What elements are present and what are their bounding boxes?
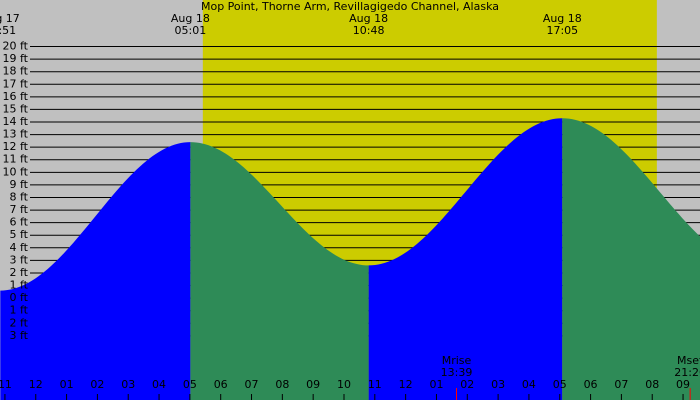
y-tick-label: 1 ft — [10, 304, 29, 317]
x-tick-label: 04 — [522, 378, 536, 391]
y-tick-label: 8 ft — [10, 190, 29, 203]
y-tick-label: 20 ft — [3, 40, 29, 53]
y-tick-label: 15 ft — [3, 102, 29, 115]
extreme-date: Aug 17 — [0, 12, 20, 25]
x-tick-label: 05 — [183, 378, 197, 391]
x-tick-label: 01 — [60, 378, 74, 391]
x-tick-label: 08 — [645, 378, 659, 391]
x-tick-label: 04 — [152, 378, 166, 391]
x-tick-label: 02 — [460, 378, 474, 391]
falling-tide — [562, 118, 700, 400]
y-tick-label: 14 ft — [3, 115, 29, 128]
x-tick-label: 05 — [553, 378, 567, 391]
x-tick-label: 02 — [90, 378, 104, 391]
y-tick-label: 10 ft — [3, 165, 29, 178]
rising-tide — [368, 118, 563, 400]
falling-tide — [190, 142, 369, 400]
y-tick-label: 2 ft — [10, 266, 29, 279]
y-tick-label: 2 ft — [10, 316, 29, 329]
moon-label: Mrise — [442, 354, 472, 367]
extreme-date: Aug 18 — [171, 12, 210, 25]
y-tick-label: 19 ft — [3, 52, 29, 65]
y-tick-label: 13 ft — [3, 128, 29, 141]
x-tick-label: 06 — [584, 378, 598, 391]
extreme-date: Aug 18 — [543, 12, 582, 25]
x-tick-label: 09 — [306, 378, 320, 391]
x-tick-label: 07 — [245, 378, 259, 391]
extreme-time: 05:01 — [175, 24, 207, 37]
y-tick-label: 12 ft — [3, 140, 29, 153]
y-tick-label: 3 ft — [10, 253, 29, 266]
x-tick-label: 12 — [399, 378, 413, 391]
x-tick-label: 01 — [429, 378, 443, 391]
y-tick-label: 18 ft — [3, 65, 29, 78]
extreme-time: 22:51 — [0, 24, 16, 37]
y-tick-label: 0 ft — [10, 291, 29, 304]
extreme-time: 17:05 — [546, 24, 578, 37]
moon-time: 13:39 — [441, 366, 473, 379]
y-tick-label: 1 ft — [10, 279, 29, 292]
x-tick-label: 09 — [676, 378, 690, 391]
x-tick-label: 03 — [491, 378, 505, 391]
x-tick-label: 03 — [121, 378, 135, 391]
x-tick-label: 10 — [337, 378, 351, 391]
y-tick-label: 3 ft — [10, 329, 29, 342]
moon-label: Mset — [677, 354, 700, 367]
y-tick-label: 6 ft — [10, 216, 29, 229]
x-tick-label: 11 — [368, 378, 382, 391]
x-tick-label: 06 — [214, 378, 228, 391]
x-tick-label: 08 — [275, 378, 289, 391]
y-tick-label: 17 ft — [3, 77, 29, 90]
extreme-date: Aug 18 — [349, 12, 388, 25]
x-tick-label: 07 — [614, 378, 628, 391]
chart-title: Mop Point, Thorne Arm, Revillagigedo Cha… — [201, 0, 499, 13]
y-tick-label: 16 ft — [3, 90, 29, 103]
y-tick-label: 4 ft — [10, 241, 29, 254]
y-tick-label: 11 ft — [3, 153, 29, 166]
extreme-time: 10:48 — [353, 24, 385, 37]
x-tick-label: 12 — [29, 378, 43, 391]
rising-tide — [0, 142, 191, 400]
y-tick-label: 7 ft — [10, 203, 29, 216]
y-tick-label: 5 ft — [10, 228, 29, 241]
y-tick-label: 9 ft — [10, 178, 29, 191]
moon-time: 21:26 — [674, 366, 700, 379]
x-tick-label: 11 — [0, 378, 12, 391]
